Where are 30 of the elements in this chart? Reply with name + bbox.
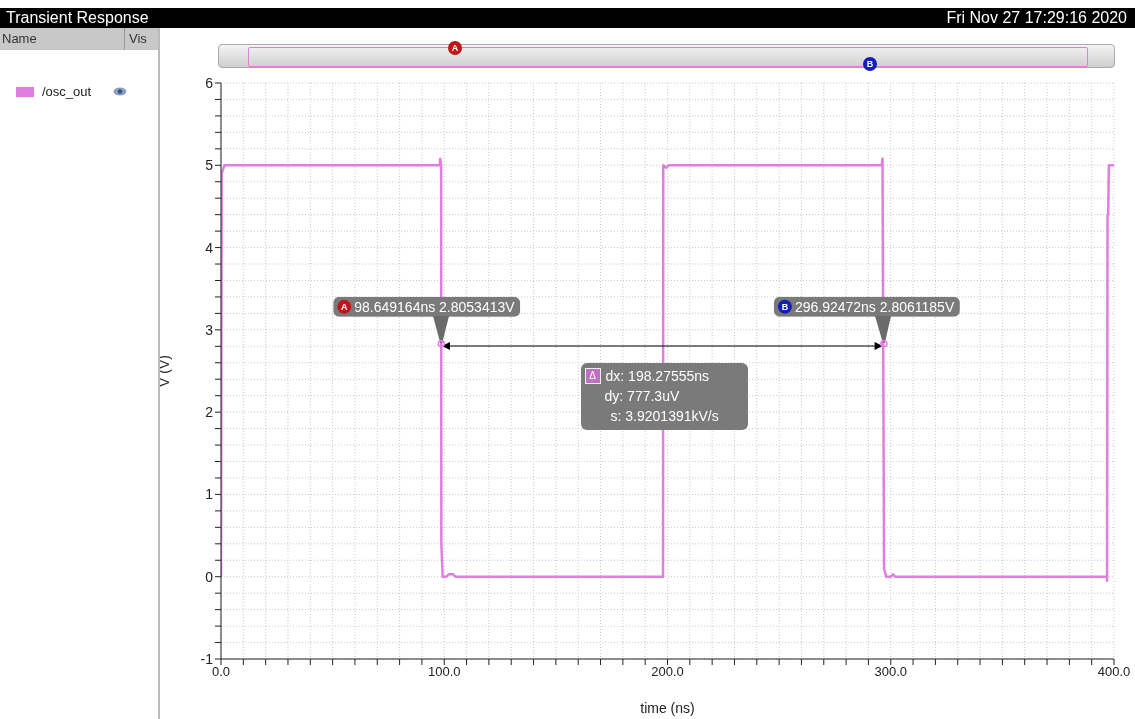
y-tick-label: 0	[205, 568, 214, 585]
x-tick-label: 100.0	[427, 664, 461, 680]
annotation: dy: 777.3uV	[603, 386, 681, 406]
line-series	[221, 157, 1114, 583]
x-tick-label: 400.0	[1097, 664, 1131, 680]
annotation: B	[777, 299, 792, 314]
annotation: Δ	[584, 367, 601, 384]
text: A	[451, 42, 459, 53]
annotation: 296.92472ns 2.8061185V	[794, 298, 955, 315]
y-tick-label: 1	[205, 486, 214, 503]
text: Vis	[128, 30, 147, 48]
annotation: A	[337, 299, 352, 314]
y-tick-label: 5	[205, 157, 214, 174]
annotation: s: 3.9201391kV/s	[609, 406, 720, 426]
text: Transient Response	[6, 9, 149, 27]
x-tick-label: 0.0	[211, 664, 231, 680]
text: Fri Nov 27 17:29:16 2020	[946, 9, 1127, 27]
legend-label: /osc_out	[42, 84, 92, 99]
x-tick-label: 300.0	[874, 664, 908, 680]
annotation: dx: 198.27555ns	[605, 366, 710, 386]
x-tick-label: 200.0	[651, 664, 684, 680]
y-tick-label: 4	[205, 239, 214, 256]
y-tick-label: 6	[205, 74, 214, 91]
y-tick-label: 2	[205, 404, 214, 421]
text: Name	[0, 28, 125, 50]
x-axis-title: time (ns)	[640, 700, 695, 716]
y-tick-label: 3	[205, 321, 214, 338]
y-tick-label: -1	[200, 650, 214, 667]
annotation: 98.649164ns 2.8053413V	[354, 298, 515, 315]
text: B	[866, 58, 874, 69]
